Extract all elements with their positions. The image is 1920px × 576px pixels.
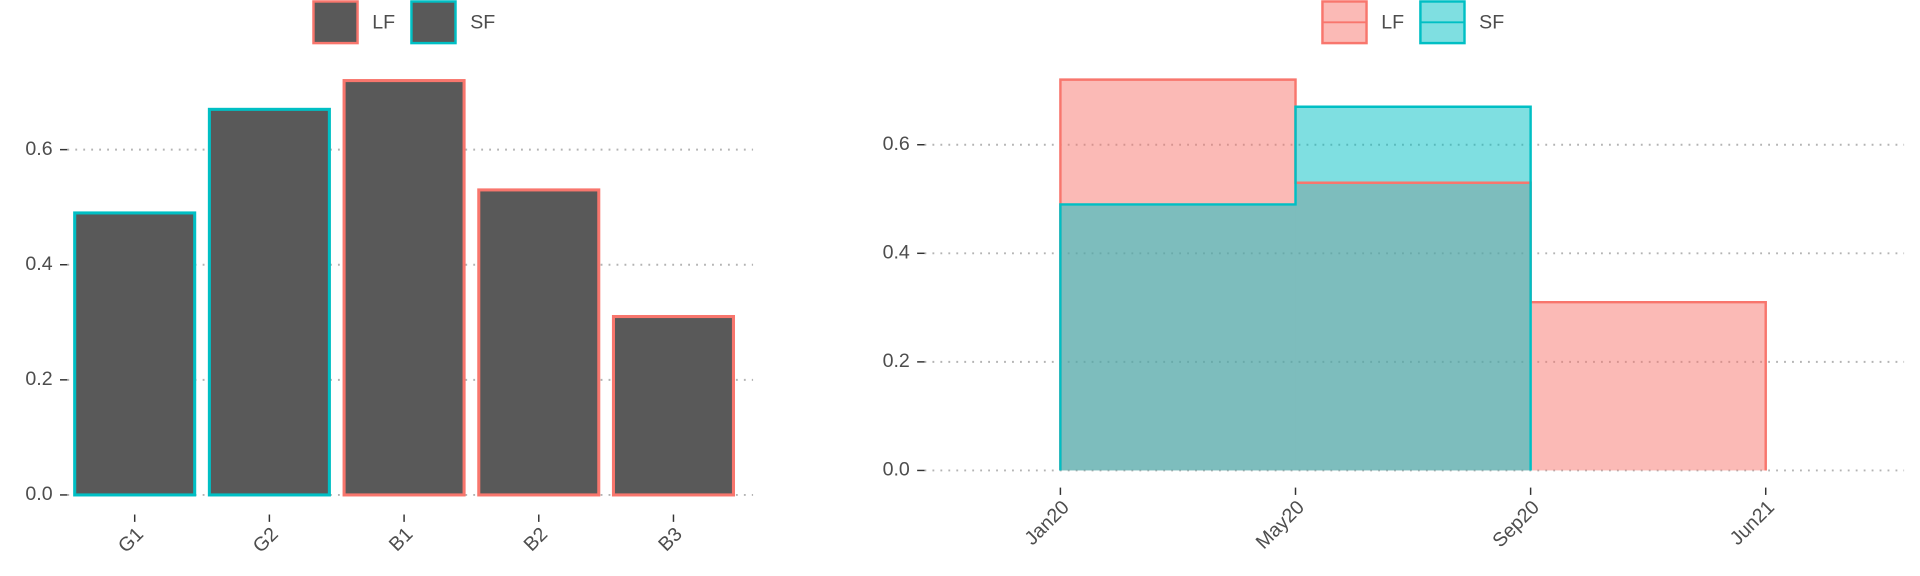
y-tick-label: 0.4: [25, 253, 52, 275]
y-tick-label: 0.2: [883, 350, 910, 372]
legend-label: SF: [1479, 12, 1504, 34]
y-tick-label: 0.4: [883, 241, 910, 263]
legend-label: LF: [1381, 12, 1404, 34]
x-tick-label: G1: [114, 523, 148, 557]
x-tick-label: May20: [1252, 496, 1309, 553]
x-tick-label: G2: [249, 523, 283, 557]
area-segment: [1295, 106, 1531, 471]
legend-label: SF: [470, 12, 495, 34]
legend-item: LF: [1321, 0, 1404, 45]
bar: [342, 79, 466, 497]
y-tick-label: 0.2: [25, 368, 52, 390]
legend-item: SF: [410, 0, 495, 45]
bar: [207, 107, 331, 497]
x-tick-label: Sep20: [1488, 496, 1544, 552]
bar: [477, 188, 601, 497]
x-tick-label: B1: [385, 523, 417, 555]
y-tick-label: 0.0: [883, 459, 910, 481]
x-tick-label: B2: [520, 523, 552, 555]
y-tick-label: 0.0: [25, 483, 52, 505]
x-tick-label: Jun21: [1726, 496, 1779, 549]
step-line: [1059, 105, 1532, 471]
y-tick-label: 0.6: [883, 133, 910, 155]
area-segment: [1060, 204, 1296, 471]
legend-label: LF: [372, 12, 395, 34]
y-tick-label: 0.6: [25, 138, 52, 160]
bar: [611, 314, 735, 497]
legend-key: [312, 0, 359, 45]
legend-key: [410, 0, 457, 45]
legend-item: LF: [312, 0, 395, 45]
legend-item: SF: [1419, 0, 1504, 45]
bar: [73, 211, 197, 497]
x-tick-label: Jan20: [1020, 496, 1073, 549]
area-segment: [1530, 302, 1766, 471]
x-tick-label: B3: [654, 523, 687, 556]
step-line: [1059, 78, 1767, 471]
